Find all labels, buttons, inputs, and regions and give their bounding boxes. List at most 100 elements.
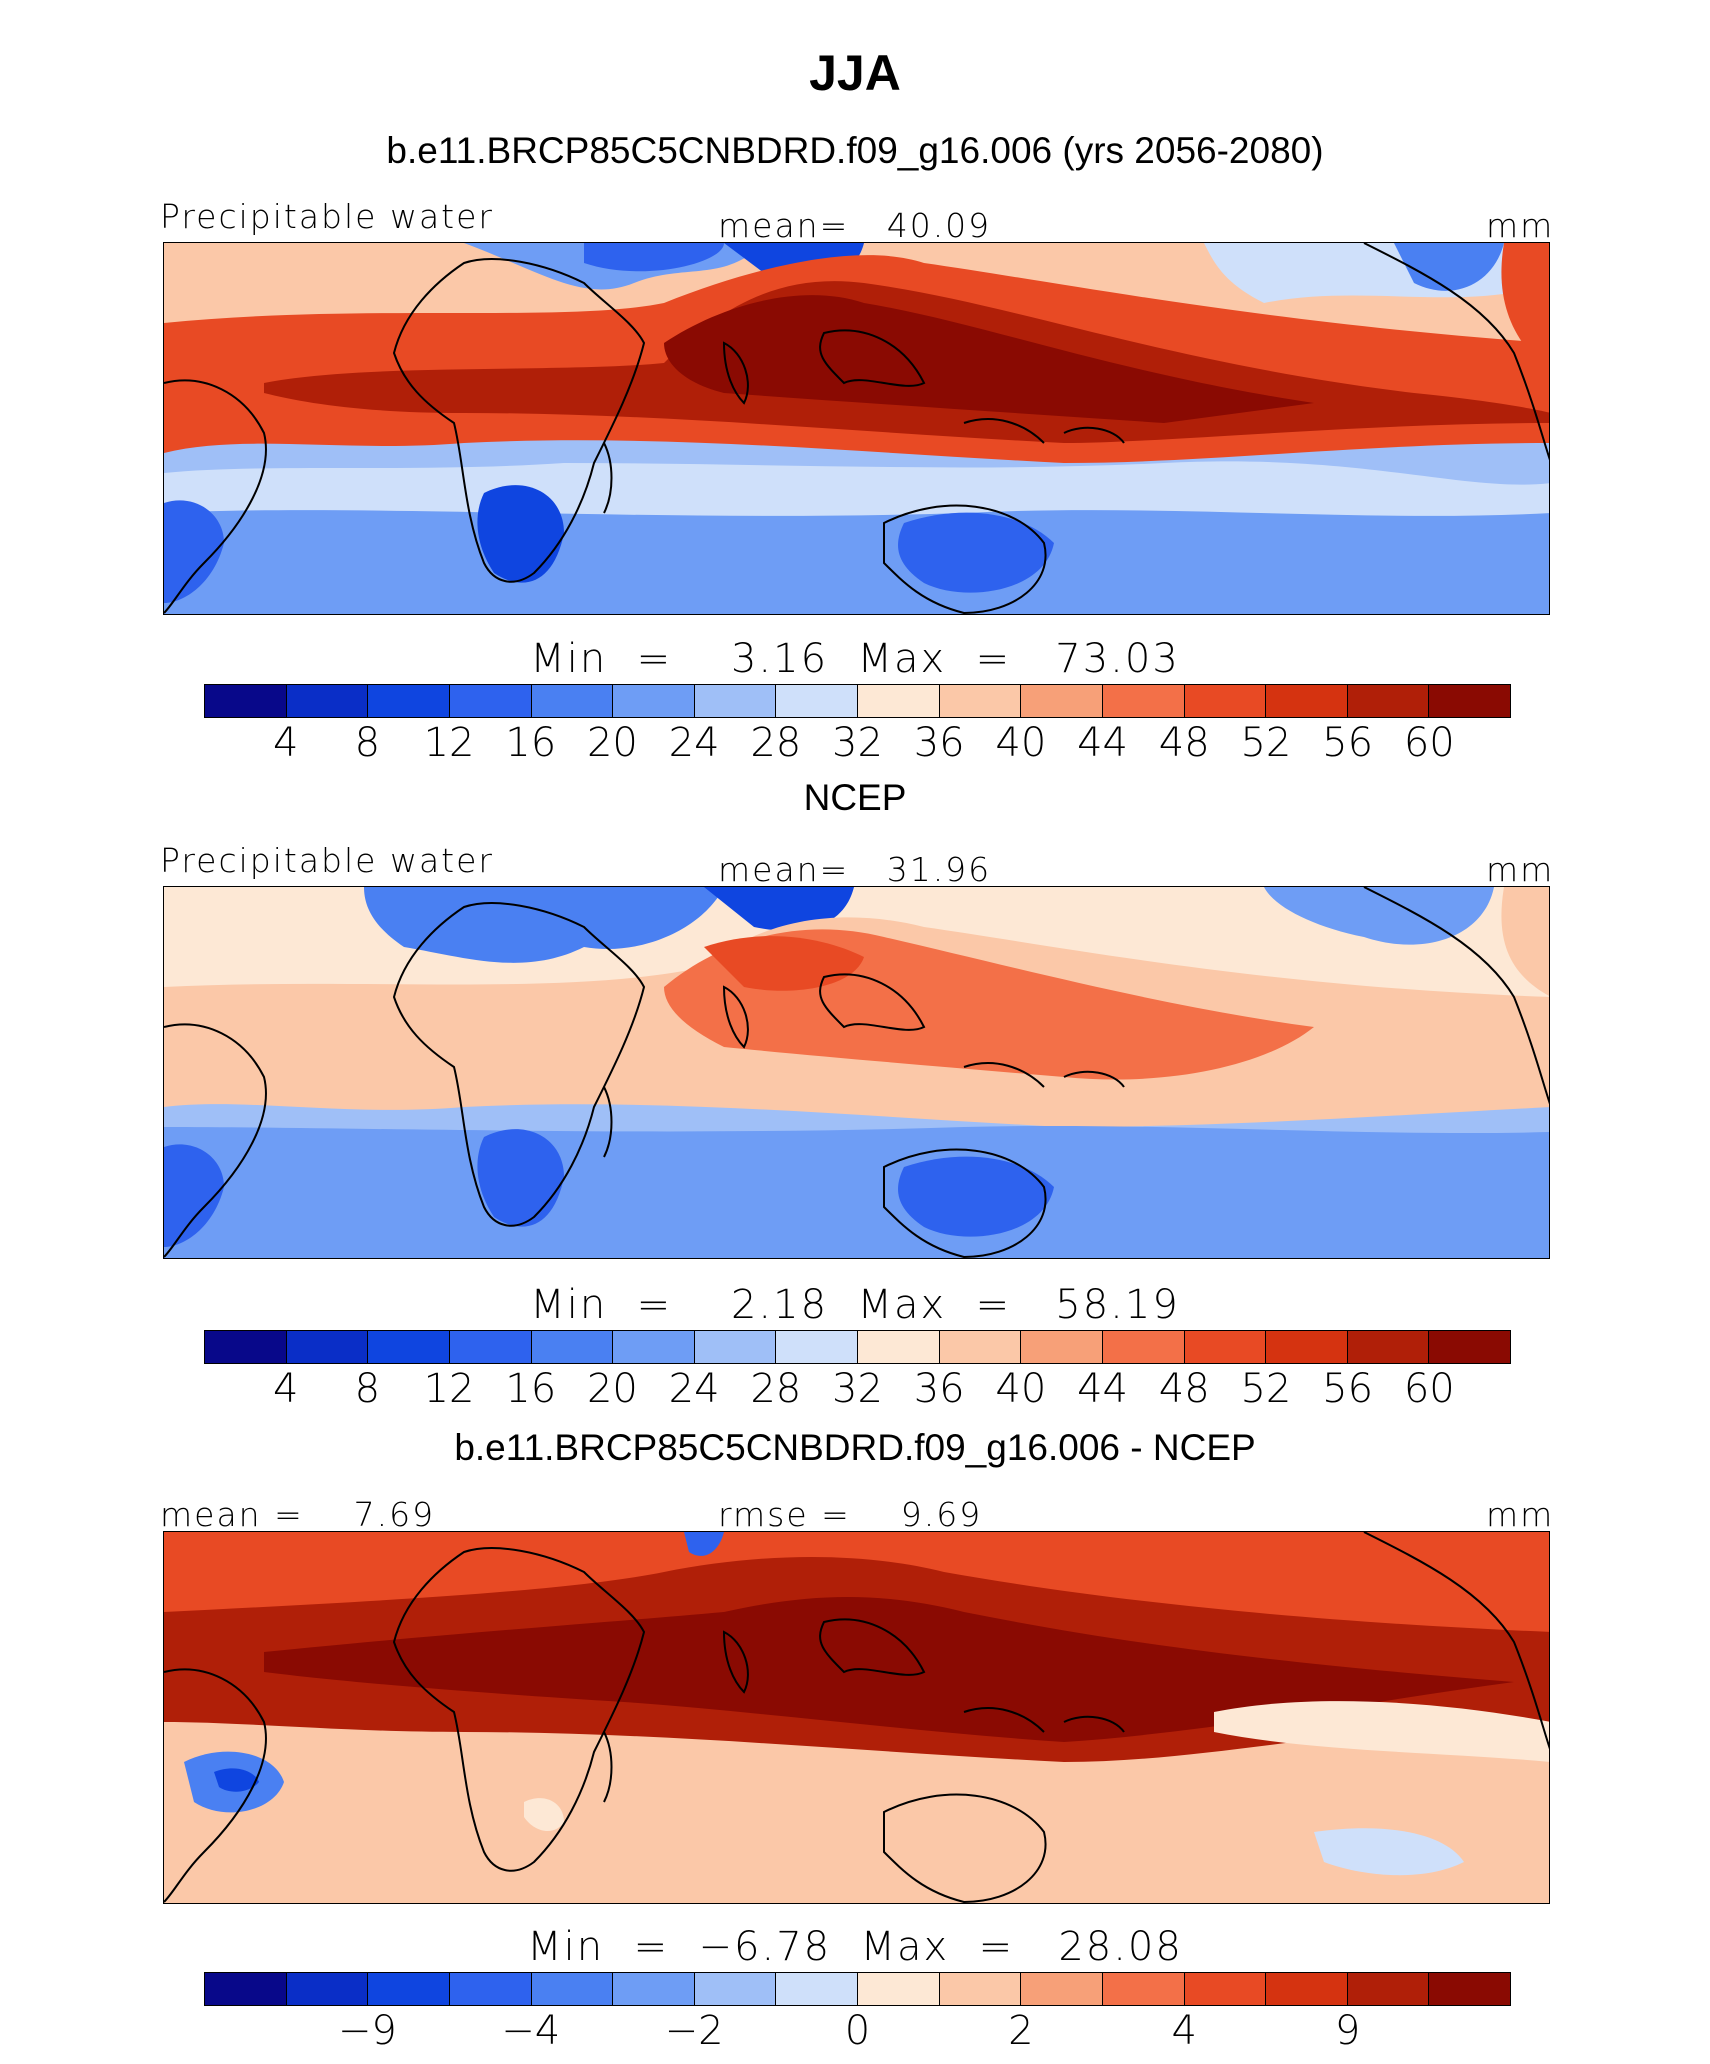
colorbar-box: [1021, 1331, 1103, 1363]
colorbar-tick-label: 52: [1240, 720, 1292, 766]
colorbar-box: [694, 685, 777, 717]
colorbar-box: [1021, 1973, 1103, 2005]
colorbar-box: [613, 1973, 695, 2005]
diff-coastlines: [164, 1532, 1549, 1903]
panel-model-colorbar-ticks: 4 8 12 16 20 24 28 32 36 40 44 48 52 56 60: [0, 720, 1710, 770]
model-warm-pool-max: [664, 295, 1314, 423]
colorbar-tick-label: 28: [750, 720, 802, 766]
colorbar-tick-label: −9: [337, 2008, 397, 2054]
colorbar-box: [613, 1331, 695, 1363]
panel-diff-contour-field: [164, 1532, 1549, 1903]
colorbar-tick-label: 24: [668, 1366, 720, 1412]
colorbar-box: [1266, 1973, 1348, 2005]
colorbar-box: [1347, 1331, 1430, 1363]
colorbar-tick-label: 20: [586, 720, 638, 766]
panel-obs-subtitle: NCEP: [803, 777, 907, 818]
colorbar-tick-label: 40: [995, 1366, 1047, 1412]
colorbar-box: [531, 1973, 614, 2005]
colorbar-box: [1347, 1973, 1430, 2005]
panel-diff-minmax: Min = −6.78 Max = 28.08: [527, 1924, 1183, 1970]
obs-sahara-dry: [364, 887, 724, 963]
panel-obs-units-label: mm: [1486, 850, 1555, 889]
panel-diff-map: [163, 1531, 1550, 1904]
colorbar-box: [286, 685, 369, 717]
colorbar-box: [286, 1331, 369, 1363]
colorbar-box: [1184, 685, 1267, 717]
panel-obs-colorbar: [204, 1330, 1511, 1364]
colorbar-box: [449, 1331, 532, 1363]
colorbar-box: [368, 685, 450, 717]
panel-obs-minmax: Min = 2.18 Max = 58.19: [530, 1282, 1180, 1328]
model-australia-dry: [898, 512, 1054, 593]
colorbar-tick-label: 32: [832, 720, 883, 766]
colorbar-box: [858, 1973, 940, 2005]
panel-diff-mean-label: mean = 7.69: [160, 1495, 436, 1534]
colorbar-box: [1184, 1331, 1267, 1363]
colorbar-box: [694, 1331, 777, 1363]
model-north-america-dry: [1394, 243, 1504, 291]
colorbar-tick-label: 28: [750, 1366, 802, 1412]
colorbar-box: [939, 1973, 1022, 2005]
diff-tibet-negative: [684, 1532, 724, 1556]
colorbar-tick-label: 4: [272, 720, 299, 766]
colorbar-tick-label: 60: [1403, 1366, 1455, 1412]
panel-model-mean-label: mean= 40.09: [718, 206, 992, 245]
model-coastlines: [164, 243, 1549, 614]
colorbar-box: [1429, 685, 1510, 717]
model-sahara-dry: [584, 243, 724, 272]
colorbar-box: [205, 1331, 287, 1363]
panel-diff-colorbar: [204, 1972, 1511, 2006]
diff-east-pacific-weak: [1214, 1701, 1549, 1762]
panel-obs-colorbar-ticks: 4 8 12 16 20 24 28 32 36 40 44 48 52 56 60: [0, 1366, 1710, 1416]
colorbar-box: [531, 685, 614, 717]
colorbar-box: [368, 1973, 450, 2005]
panel-model-colorbar: [204, 684, 1511, 718]
colorbar-tick-label: 16: [505, 720, 557, 766]
colorbar-box: [1429, 1331, 1510, 1363]
colorbar-tick-label: 44: [1077, 1366, 1129, 1412]
colorbar-box: [368, 1331, 450, 1363]
panel-obs-mean-label: mean= 31.96: [718, 850, 992, 889]
obs-south-dry-band: [164, 1125, 1549, 1258]
colorbar-box: [858, 1331, 940, 1363]
panel-diff-rmse-label: rmse = 9.69: [718, 1495, 983, 1534]
colorbar-tick-label: 44: [1077, 720, 1129, 766]
colorbar-tick-label: 12: [423, 1366, 475, 1412]
colorbar-tick-label: 40: [995, 720, 1047, 766]
colorbar-box: [449, 685, 532, 717]
colorbar-tick-label: −4: [501, 2008, 561, 2054]
colorbar-tick-label: 8: [354, 720, 381, 766]
obs-southern-africa-dry: [477, 1129, 564, 1227]
colorbar-box: [205, 1973, 287, 2005]
panel-diff-colorbar-ticks: −9 −4 −2 0 2 4 9: [0, 2008, 1710, 2058]
obs-north-pacific-dry: [1264, 887, 1494, 945]
panel-model-minmax: Min = 3.16 Max = 73.03: [530, 636, 1180, 682]
colorbar-box: [1102, 685, 1185, 717]
colorbar-tick-label: 20: [586, 1366, 638, 1412]
panel-obs-variable-label: Precipitable water: [160, 841, 494, 880]
colorbar-box: [1102, 1331, 1185, 1363]
colorbar-tick-label: 48: [1158, 1366, 1210, 1412]
colorbar-box: [1266, 685, 1348, 717]
colorbar-box: [694, 1973, 777, 2005]
panel-diff-subtitle: b.e11.BRCP85C5CNBDRD.f09_g16.006 - NCEP: [454, 1427, 1256, 1468]
colorbar-tick-label: 12: [423, 720, 475, 766]
colorbar-tick-label: 32: [832, 1366, 883, 1412]
model-south-dry-band: [164, 510, 1549, 614]
colorbar-tick-label: 9: [1334, 2008, 1361, 2054]
colorbar-tick-label: 36: [913, 720, 965, 766]
colorbar-box: [613, 685, 695, 717]
panel-model-contour-field: [164, 243, 1549, 614]
colorbar-box: [939, 1331, 1022, 1363]
colorbar-tick-label: 56: [1322, 1366, 1374, 1412]
colorbar-tick-label: 52: [1240, 1366, 1292, 1412]
colorbar-tick-label: 36: [913, 1366, 965, 1412]
colorbar-box: [939, 685, 1022, 717]
colorbar-box: [776, 685, 858, 717]
colorbar-box: [1429, 1973, 1510, 2005]
colorbar-box: [286, 1973, 369, 2005]
model-south-america-dry: [164, 500, 224, 603]
model-southern-africa-dry: [477, 485, 564, 583]
obs-coastlines: [164, 887, 1549, 1258]
colorbar-box: [1021, 685, 1103, 717]
